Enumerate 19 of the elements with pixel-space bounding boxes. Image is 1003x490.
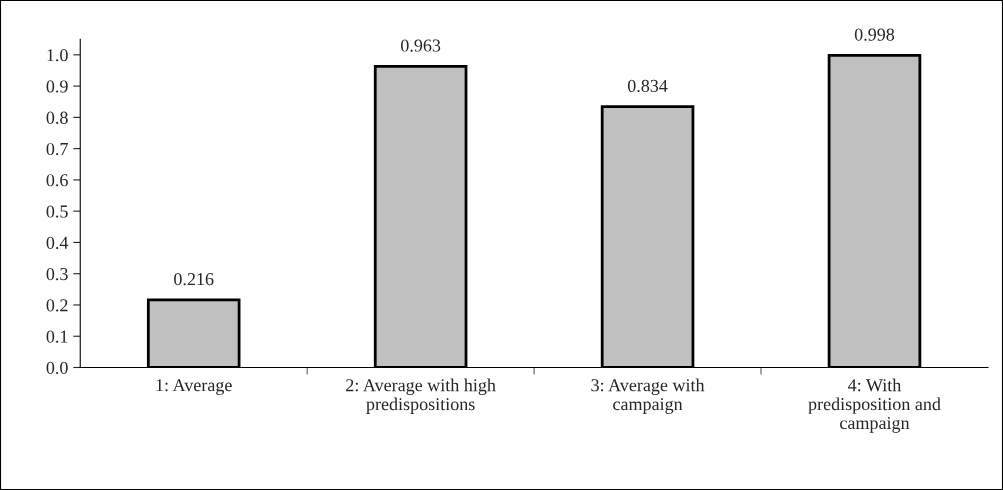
y-tick-label: 0.2 [46, 299, 68, 312]
data-label: 0.963 [401, 39, 441, 52]
y-tick-label: 0.0 [46, 361, 68, 375]
y-tick-label: 1.0 [47, 49, 68, 62]
x-tick-label: 3: Average with campaign [591, 378, 705, 414]
data-label: 0.834 [627, 79, 668, 93]
x-tick-label: 4: With predisposition and campaign [808, 378, 941, 433]
y-tick-label: 0.1 [46, 330, 68, 343]
y-tick-label: 0.6 [46, 174, 68, 187]
y-tick-label: 0.7 [46, 142, 68, 156]
y-tick-label: 0.9 [46, 80, 68, 93]
y-tick-label: 0.8 [46, 111, 68, 124]
y-tick-label: 0.4 [46, 236, 69, 249]
y-tick-label: 0.3 [46, 267, 68, 281]
data-label: 0.216 [174, 273, 214, 286]
x-tick-label: 1: Average [156, 379, 232, 395]
y-tick-label: 0.5 [46, 205, 68, 218]
x-tick-label: 2: Average with high predispositions [346, 378, 496, 414]
data-label: 0.998 [854, 28, 895, 41]
